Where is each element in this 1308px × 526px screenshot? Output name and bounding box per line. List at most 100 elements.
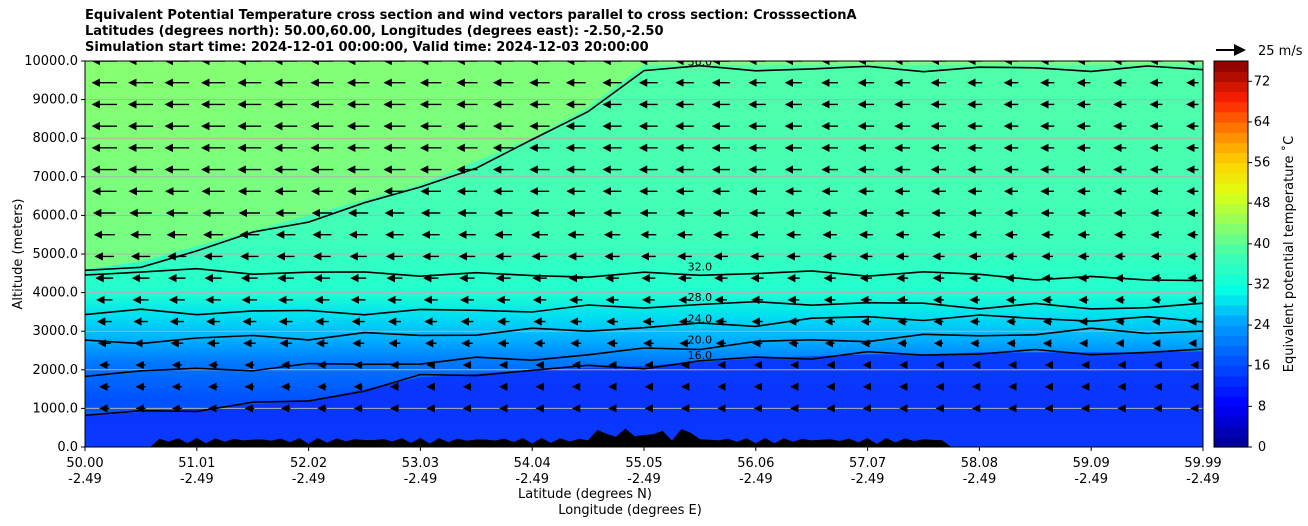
colorbar-band bbox=[1214, 254, 1248, 265]
x-tick-label-longitude: -2.49 bbox=[292, 472, 326, 487]
colorbar-band bbox=[1214, 284, 1248, 296]
colorbar-tick-label: 48 bbox=[1254, 196, 1271, 211]
colorbar-band bbox=[1214, 233, 1248, 245]
x-tick-label-latitude: 57.07 bbox=[849, 456, 886, 471]
contour-line bbox=[85, 348, 1203, 417]
x-tick-label-longitude: -2.49 bbox=[515, 472, 549, 487]
y-tick-label: 1000.0 bbox=[33, 401, 79, 416]
colorbar-tick-label: 24 bbox=[1254, 318, 1271, 333]
colorbar-band bbox=[1214, 182, 1248, 194]
wind-reference-key: 25 m/s bbox=[1216, 44, 1303, 59]
x-axis-label-latitude: Latitude (degrees N) bbox=[518, 487, 652, 502]
colorbar-band bbox=[1214, 274, 1248, 286]
contour-label: 36.0 bbox=[688, 56, 713, 69]
x-tick-label-longitude: -2.49 bbox=[1186, 472, 1220, 487]
colorbar-band bbox=[1214, 335, 1248, 347]
wind-vectors bbox=[91, 61, 1199, 413]
colorbar-band bbox=[1214, 325, 1248, 336]
colorbar-band bbox=[1214, 193, 1248, 204]
contour-label: 28.0 bbox=[688, 291, 713, 304]
colorbar-tick-label: 0 bbox=[1258, 440, 1266, 455]
wind-reference-label: 25 m/s bbox=[1258, 44, 1303, 59]
colorbar-band bbox=[1214, 314, 1248, 326]
x-tick-label-longitude: -2.49 bbox=[1074, 472, 1108, 487]
colorbar-tick-label: 8 bbox=[1258, 399, 1266, 414]
x-tick-label-latitude: 52.02 bbox=[290, 456, 327, 471]
colorbar-band bbox=[1214, 71, 1248, 82]
x-tick-label-longitude: -2.49 bbox=[180, 472, 214, 487]
colorbar-band bbox=[1214, 111, 1248, 123]
colorbar-band bbox=[1214, 304, 1248, 316]
colorbar-band bbox=[1214, 365, 1248, 377]
colorbar-band bbox=[1214, 264, 1248, 275]
x-tick-label-latitude: 50.00 bbox=[66, 456, 103, 471]
colorbar-band bbox=[1214, 61, 1248, 72]
y-tick-label: 7000.0 bbox=[33, 170, 79, 185]
cold-air-region bbox=[85, 351, 1203, 447]
colorbar-band bbox=[1214, 142, 1248, 154]
colorbar-band bbox=[1214, 203, 1248, 214]
y-tick-label: 2000.0 bbox=[33, 363, 79, 378]
contour-label: 20.0 bbox=[688, 334, 713, 347]
x-tick-label-latitude: 53.03 bbox=[402, 456, 439, 471]
colorbar-band bbox=[1214, 386, 1248, 397]
x-tick-label-latitude: 51.01 bbox=[178, 456, 215, 471]
colorbar-band bbox=[1214, 436, 1248, 448]
colorbar-band bbox=[1214, 416, 1248, 428]
chart-title-line-1: Equivalent Potential Temperature cross s… bbox=[85, 8, 857, 23]
warm-air-region bbox=[85, 61, 1203, 270]
colorbar-label: Equivalent potential temperature ˚C bbox=[1281, 136, 1297, 372]
y-tick-label: 5000.0 bbox=[33, 247, 79, 262]
contour-line bbox=[85, 300, 1203, 316]
x-tick-label-longitude: -2.49 bbox=[963, 472, 997, 487]
colorbar-tick-label: 64 bbox=[1254, 115, 1271, 130]
x-tick-label-longitude: -2.49 bbox=[851, 472, 885, 487]
colorbar-band bbox=[1214, 132, 1248, 143]
x-tick-label-longitude: -2.49 bbox=[627, 472, 661, 487]
colorbar-band bbox=[1214, 121, 1248, 133]
colorbar-band bbox=[1214, 223, 1248, 235]
y-axis-label: Altitude (meters) bbox=[11, 199, 26, 310]
y-tick-label: 0.0 bbox=[57, 440, 78, 455]
contour-line bbox=[85, 327, 1203, 378]
y-tick-label: 6000.0 bbox=[33, 208, 79, 223]
colorbar-band bbox=[1214, 406, 1248, 418]
x-tick-label-latitude: 56.06 bbox=[737, 456, 774, 471]
x-tick-label-latitude: 59.09 bbox=[1073, 456, 1110, 471]
y-tick-label: 9000.0 bbox=[33, 93, 79, 108]
x-tick-label-latitude: 59.99 bbox=[1184, 456, 1221, 471]
colorbar-band bbox=[1214, 345, 1248, 357]
colorbar-band bbox=[1214, 294, 1248, 306]
y-axis: 0.0 1000.0 2000.0 3000.0 4000.0 5000.0 6000.0 7… bbox=[24, 54, 85, 455]
plot-area: 16.0 20.0 24.0 28.0 32.0 36.0 bbox=[85, 56, 1203, 447]
colorbar-band bbox=[1214, 426, 1248, 438]
contour-label: 24.0 bbox=[688, 312, 713, 325]
terrain bbox=[85, 428, 1203, 447]
y-tick-label: 3000.0 bbox=[33, 324, 79, 339]
x-tick-label-longitude: -2.49 bbox=[739, 472, 773, 487]
colorbar-tick-label: 56 bbox=[1254, 156, 1271, 171]
x-tick-label-longitude: -2.49 bbox=[68, 472, 102, 487]
colorbar-band bbox=[1214, 172, 1248, 184]
colorbar-tick-label: 16 bbox=[1254, 359, 1271, 374]
colorbar-band bbox=[1214, 396, 1248, 407]
x-axis: 50.00-2.4951.01-2.4952.02-2.4953.03-2.49… bbox=[66, 447, 1222, 487]
y-tick-label: 10000.0 bbox=[24, 54, 78, 69]
colorbar-band bbox=[1214, 152, 1248, 164]
x-axis-label-longitude: Longitude (degrees E) bbox=[558, 503, 702, 518]
x-tick-label-latitude: 55.05 bbox=[625, 456, 662, 471]
colorbar-band bbox=[1214, 355, 1248, 367]
colorbar-band bbox=[1214, 162, 1248, 174]
colorbar-band bbox=[1214, 91, 1248, 103]
colorbar-band bbox=[1214, 101, 1248, 113]
contour-line bbox=[85, 267, 1203, 282]
contour-line bbox=[85, 64, 1203, 272]
contour-label: 32.0 bbox=[688, 260, 713, 273]
grid-lines bbox=[85, 99, 1203, 409]
chart-title-line-3: Simulation start time: 2024-12-01 00:00:… bbox=[85, 40, 649, 55]
colorbar-band bbox=[1214, 213, 1248, 225]
x-tick-label-latitude: 54.04 bbox=[514, 456, 551, 471]
colorbar-tick-label: 40 bbox=[1254, 237, 1271, 252]
colorbar-tick-label: 32 bbox=[1254, 277, 1271, 292]
